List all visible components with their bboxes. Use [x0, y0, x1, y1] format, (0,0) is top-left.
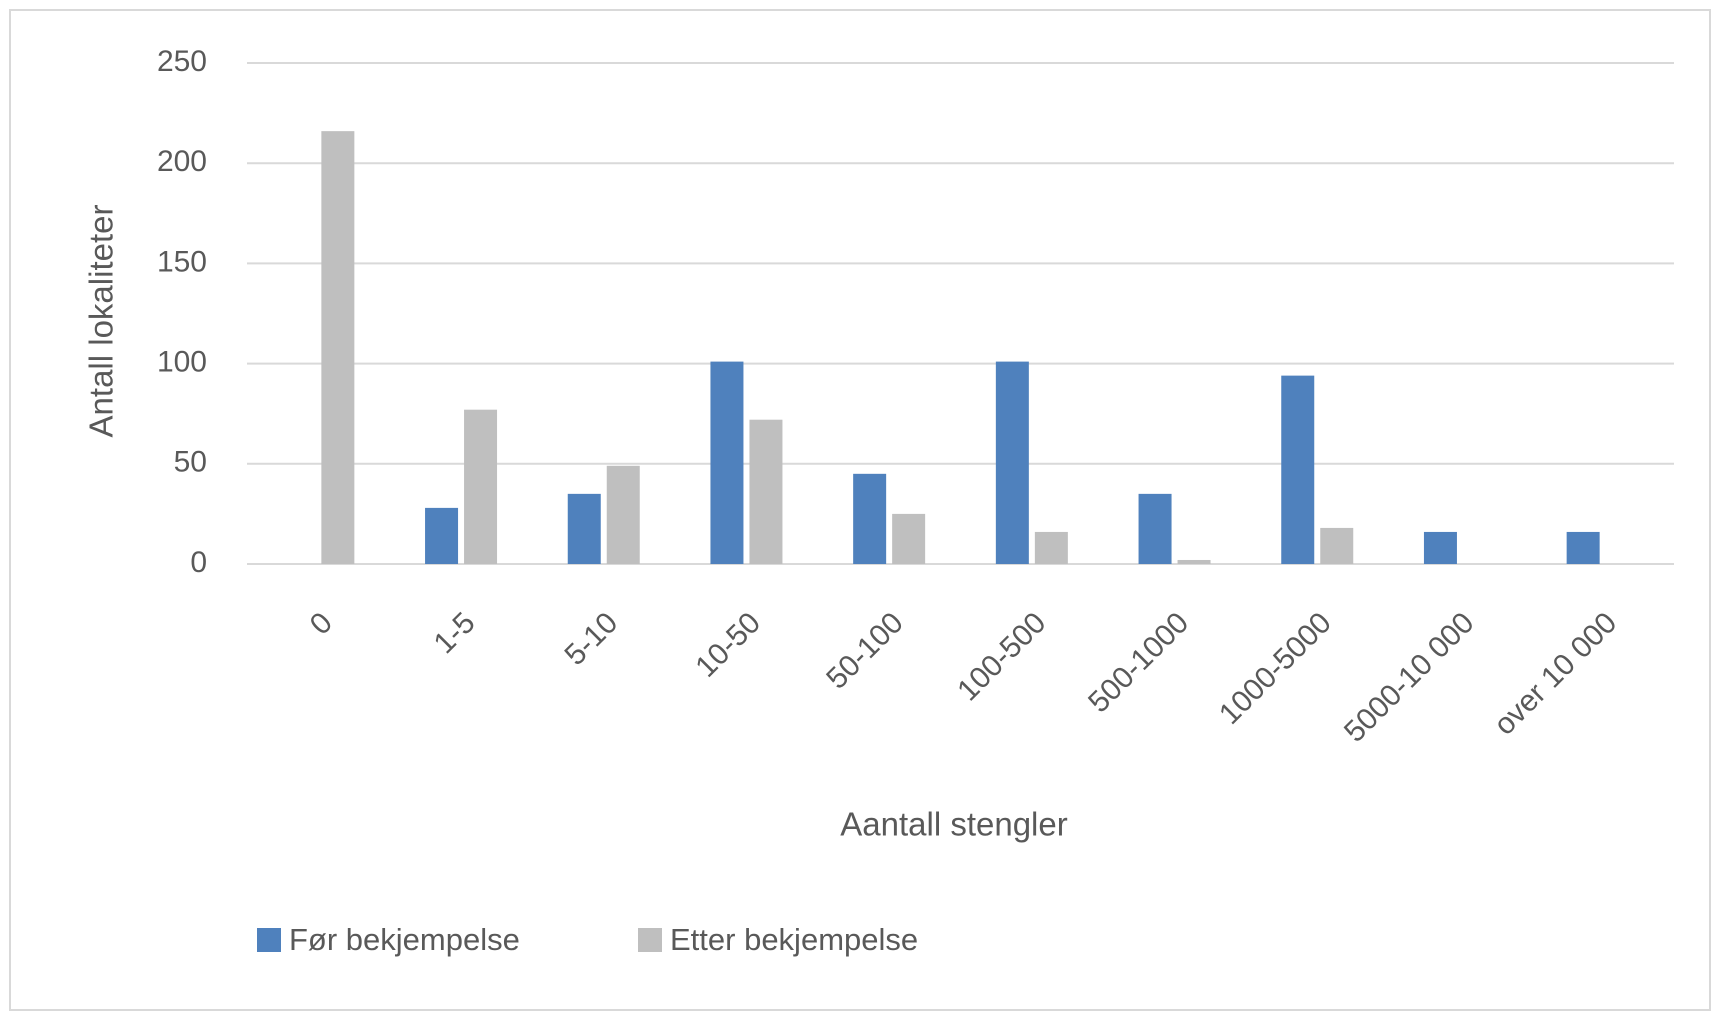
bar	[710, 361, 744, 564]
bar	[567, 493, 601, 564]
y-axis-title: Antall lokaliteter	[83, 205, 120, 438]
y-tick-label: 150	[157, 245, 207, 278]
bar	[1138, 493, 1172, 564]
bar	[321, 131, 355, 565]
bar	[892, 513, 926, 564]
legend-swatch	[257, 928, 281, 952]
bar	[1177, 559, 1211, 564]
y-tick-label: 100	[157, 346, 207, 379]
bar	[606, 465, 640, 564]
legend-label: Etter bekjempelse	[670, 922, 918, 957]
bar	[995, 361, 1029, 564]
bar	[1320, 527, 1354, 564]
y-tick-label: 50	[174, 446, 207, 479]
bar	[464, 409, 498, 564]
bar	[425, 507, 459, 564]
y-tick-label: 250	[157, 45, 207, 78]
bar	[1281, 375, 1315, 564]
y-tick-label: 200	[157, 145, 207, 178]
legend-label: Før bekjempelse	[289, 922, 520, 957]
legend-swatch	[638, 928, 662, 952]
y-tick-label: 0	[190, 546, 207, 579]
bar	[1566, 531, 1600, 564]
x-axis-title: Aantall stengler	[840, 806, 1067, 843]
bar	[749, 419, 783, 564]
bar	[1034, 531, 1068, 564]
bar	[853, 473, 887, 564]
bar	[1423, 531, 1457, 564]
